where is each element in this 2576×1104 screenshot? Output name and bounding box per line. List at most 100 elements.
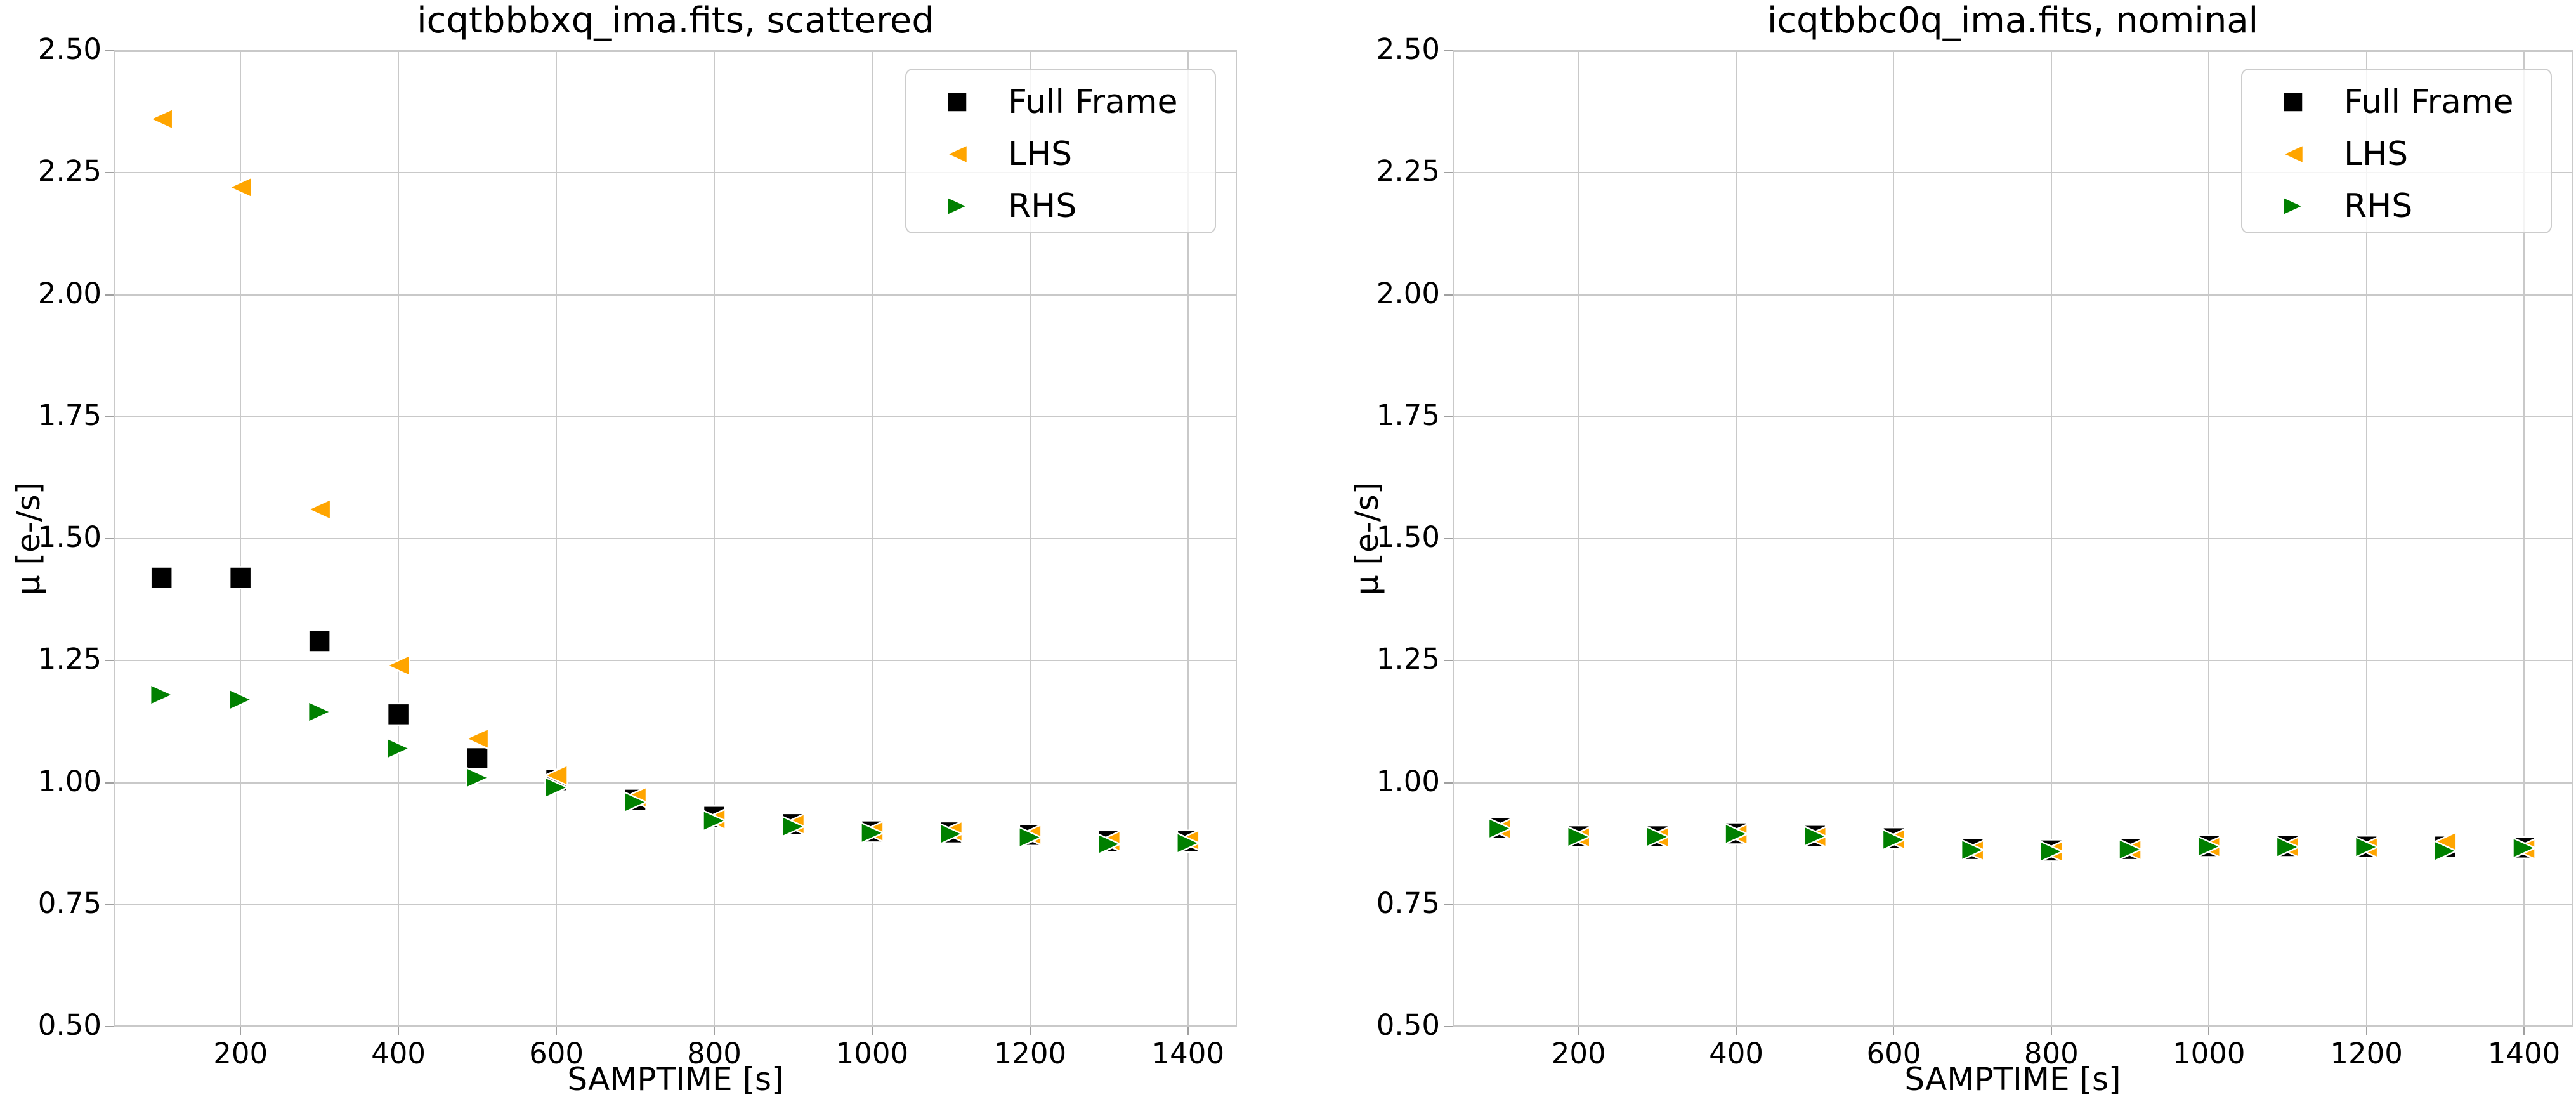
triangle-right-marker [1803, 825, 1828, 848]
y-tick-label: 1.25 [37, 642, 101, 676]
square-marker [308, 629, 331, 653]
triangle-left-icon [2242, 139, 2344, 169]
y-tick-mark [1444, 172, 1453, 174]
legend-label: RHS [1008, 187, 1077, 225]
triangle-right-marker [1176, 831, 1201, 855]
y-gridline [114, 538, 1237, 539]
triangle-left-marker [2281, 143, 2305, 165]
triangle-left-marker [306, 497, 332, 521]
y-tick-label: 1.50 [1376, 520, 1440, 554]
square-marker [150, 566, 173, 589]
y-tick-label: 2.00 [1376, 276, 1440, 310]
triangle-left-marker [148, 107, 174, 131]
triangle-right-icon [906, 191, 1008, 221]
x-tick-mark [1578, 1027, 1579, 1035]
y-tick-label: 1.75 [1376, 398, 1440, 432]
triangle-right-marker [939, 822, 964, 846]
legend-item-rhs: RHS [906, 180, 1215, 232]
x-tick-mark [871, 1027, 873, 1035]
y-gridline [1453, 50, 2573, 51]
x-tick-label: 600 [1866, 1037, 1921, 1070]
x-tick-mark [556, 1027, 558, 1035]
triangle-right-marker [1487, 817, 1514, 840]
y-gridline [114, 294, 1237, 296]
y-tick-mark [1444, 416, 1453, 417]
triangle-right-marker [1960, 838, 1986, 862]
y-tick-label: 2.50 [1376, 32, 1440, 66]
square-marker [946, 91, 968, 113]
triangle-right-marker [2354, 836, 2380, 858]
triangle-left-icon [906, 139, 1008, 169]
triangle-right-marker [149, 683, 175, 707]
y-tick-mark [105, 416, 114, 417]
y-gridline [114, 1026, 1237, 1027]
y-tick-mark [1444, 538, 1453, 539]
x-tick-label: 200 [213, 1037, 268, 1070]
y-tick-label: 2.25 [1376, 154, 1440, 188]
y-tick-label: 2.25 [37, 154, 101, 188]
square-marker [2282, 91, 2304, 113]
legend-label: LHS [2344, 135, 2409, 173]
legend-item-full-frame: Full Frame [2242, 76, 2551, 128]
triangle-right-marker [2433, 839, 2459, 863]
plot-title-nominal: icqtbbc0q_ima.fits, nominal [1767, 0, 2259, 41]
y-tick-mark [105, 1026, 114, 1027]
y-tick-mark [105, 172, 114, 174]
x-tick-mark [2523, 1027, 2525, 1035]
triangle-right-marker [2197, 835, 2222, 858]
y-gridline [1453, 294, 2573, 296]
triangle-right-marker [2275, 836, 2301, 858]
x-tick-label: 600 [529, 1037, 584, 1070]
y-gridline [114, 172, 1237, 174]
triangle-right-marker [1724, 822, 1749, 846]
x-tick-mark [2365, 1027, 2367, 1035]
triangle-right-marker [1018, 825, 1043, 849]
x-tick-mark [398, 1027, 400, 1035]
triangle-left-marker [385, 654, 410, 677]
x-axis-label-left: SAMPTIME [s] [567, 1061, 784, 1098]
x-tick-label: 1400 [1151, 1037, 1225, 1070]
plot-title-scattered: icqtbbbxq_ima.fits, scattered [417, 0, 934, 41]
x-tick-label: 1200 [993, 1037, 1067, 1070]
y-tick-label: 1.25 [1376, 642, 1440, 676]
y-tick-label: 0.75 [37, 886, 101, 920]
triangle-right-marker [1566, 825, 1592, 848]
triangle-right-marker [386, 737, 412, 760]
y-tick-label: 1.00 [37, 764, 101, 798]
x-tick-label: 1200 [2330, 1037, 2403, 1070]
square-icon [2242, 87, 2344, 117]
triangle-right-marker [2282, 195, 2305, 217]
y-tick-label: 0.50 [37, 1008, 101, 1042]
triangle-right-marker [2118, 838, 2143, 861]
y-gridline [1453, 172, 2573, 174]
x-tick-mark [1187, 1027, 1189, 1035]
legend: Full Frame LHS RHS [905, 69, 1216, 233]
triangle-right-marker [544, 776, 570, 799]
y-tick-mark [105, 50, 114, 51]
triangle-right-marker [946, 195, 969, 217]
y-gridline [114, 782, 1237, 784]
triangle-right-marker [228, 688, 254, 711]
y-tick-mark [105, 538, 114, 539]
legend: Full Frame LHS RHS [2241, 69, 2552, 233]
triangle-right-marker [1645, 825, 1671, 848]
triangle-right-marker [623, 791, 649, 814]
triangle-right-marker [781, 815, 806, 838]
y-tick-mark [1444, 1026, 1453, 1027]
legend-label: LHS [1008, 135, 1073, 173]
y-tick-mark [105, 782, 114, 784]
x-tick-label: 400 [1709, 1037, 1764, 1070]
y-gridline [1453, 660, 2573, 662]
y-tick-label: 2.50 [37, 32, 101, 66]
scatter-markers [1486, 816, 2537, 863]
y-gridline [114, 416, 1237, 417]
triangle-right-marker [860, 821, 886, 844]
x-tick-label: 1000 [835, 1037, 909, 1070]
triangle-right-marker [702, 809, 728, 832]
triangle-right-marker [307, 700, 333, 723]
square-marker [386, 702, 410, 726]
triangle-left-marker [227, 176, 252, 199]
x-tick-label: 200 [1551, 1037, 1606, 1070]
y-gridline [114, 660, 1237, 662]
